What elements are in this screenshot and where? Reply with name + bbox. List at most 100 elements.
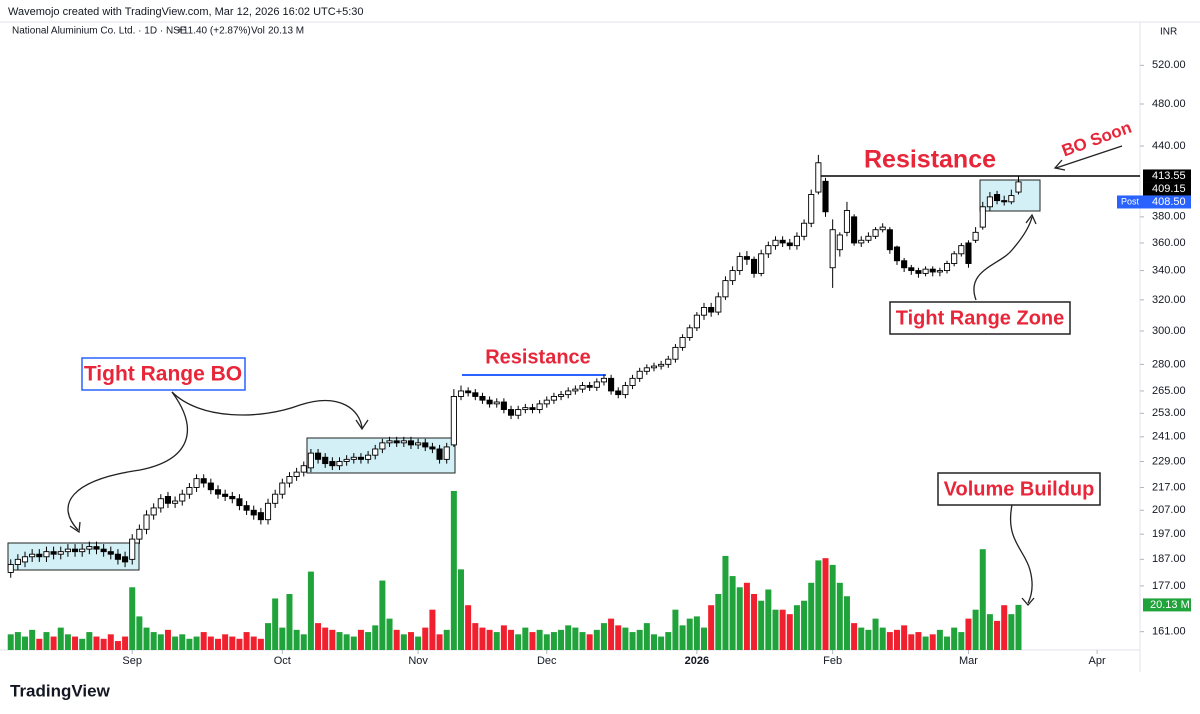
candle-body (872, 229, 879, 237)
candle-body (143, 514, 150, 530)
volume-bar (608, 618, 615, 650)
candle-body (915, 270, 922, 274)
label-box (81, 357, 246, 391)
candle-body (272, 493, 279, 504)
candle-body (236, 498, 243, 507)
volume-bar (186, 638, 193, 650)
volume-bar (443, 629, 450, 650)
candle-body (708, 307, 715, 313)
candle-body (793, 235, 800, 247)
candle-body (700, 307, 708, 316)
candle-body (558, 394, 565, 397)
candle-body (243, 505, 250, 511)
arrow-head (1025, 213, 1037, 225)
candle-body (786, 242, 793, 247)
candle-body (264, 502, 272, 521)
candle-body (179, 493, 186, 502)
candle-body (79, 548, 86, 553)
volume-bar (536, 629, 543, 650)
volume-bar (843, 596, 850, 650)
volume-bar (465, 605, 472, 650)
volume-bar (615, 625, 622, 650)
volume-bar (558, 629, 565, 650)
y-tick-label: 197.00 (1152, 528, 1186, 540)
candle-body (357, 456, 364, 460)
volume-bar (336, 632, 343, 650)
label-box (937, 472, 1101, 506)
volume-bar (365, 632, 372, 650)
volume-bar (1008, 614, 1015, 650)
volume-bar (650, 634, 657, 650)
volume-bar (450, 490, 457, 650)
volume-bar (422, 627, 429, 650)
volume-bar (57, 627, 64, 650)
volume-bar (772, 609, 779, 650)
y-tick-label: 265.00 (1152, 385, 1186, 397)
candle-body (343, 458, 350, 462)
candle-body (979, 206, 986, 228)
volume-bar (222, 634, 229, 650)
footer-logo: TradingView (10, 681, 111, 700)
candle-body (29, 553, 36, 558)
x-tick-label: Mar (959, 655, 978, 667)
candle-body (450, 395, 457, 446)
candle-body (350, 456, 357, 460)
candle-body (650, 365, 658, 369)
currency: INR (1160, 27, 1177, 38)
volume-bar (407, 632, 414, 650)
candle-body (615, 390, 622, 396)
candle-body (715, 296, 722, 313)
volume-bar (157, 634, 164, 650)
candle-body (994, 194, 1001, 202)
candle-body (986, 196, 993, 208)
arrow (1055, 145, 1123, 169)
volume-bar (14, 632, 21, 650)
candle-body (886, 229, 893, 251)
volume-bar (722, 555, 729, 650)
volume-bar (272, 598, 279, 650)
y-tick-label: 380.00 (1152, 211, 1186, 223)
candle-body (550, 395, 557, 401)
volume-bar (386, 618, 393, 650)
candle-body (801, 222, 808, 237)
candle-body (457, 390, 465, 397)
candle-body (164, 496, 172, 504)
candle-body (300, 465, 307, 473)
volume-bar (679, 625, 686, 650)
volume-bar (236, 638, 243, 650)
candle-body (879, 226, 886, 231)
volume-bar (493, 632, 500, 650)
candle-body (222, 493, 229, 497)
annotation: Resistance (864, 146, 996, 174)
candle-body (7, 564, 14, 573)
candle-body (851, 216, 858, 244)
candle-body (229, 496, 236, 500)
candle-body (622, 385, 629, 396)
candle-body (100, 548, 107, 553)
volume-bar (672, 609, 679, 650)
volume-bar (164, 629, 171, 650)
volume-bar (250, 636, 257, 650)
volume-badge (1143, 598, 1191, 612)
candle-body (593, 381, 600, 388)
y-tick-label: 217.00 (1152, 481, 1186, 493)
candle-body (901, 260, 908, 269)
volume-bar (93, 636, 100, 650)
volume-bar (307, 571, 314, 650)
volume-bar (743, 582, 750, 650)
volume-bar (1001, 605, 1008, 650)
volume-bar (458, 569, 465, 650)
candle-body (50, 551, 57, 555)
price-badge-label: 409.15 (1152, 183, 1186, 195)
y-tick-label: 229.00 (1152, 455, 1186, 467)
volume-bar (122, 636, 129, 650)
volume-bar (79, 638, 86, 650)
volume-bar (286, 594, 293, 650)
volume-bar (279, 627, 286, 650)
volume-bar (322, 627, 329, 650)
curved-arrow (973, 216, 1033, 301)
volume-bar (922, 636, 929, 650)
candle-body (743, 256, 750, 260)
candle-body (936, 270, 943, 273)
volume-bar (72, 636, 79, 650)
